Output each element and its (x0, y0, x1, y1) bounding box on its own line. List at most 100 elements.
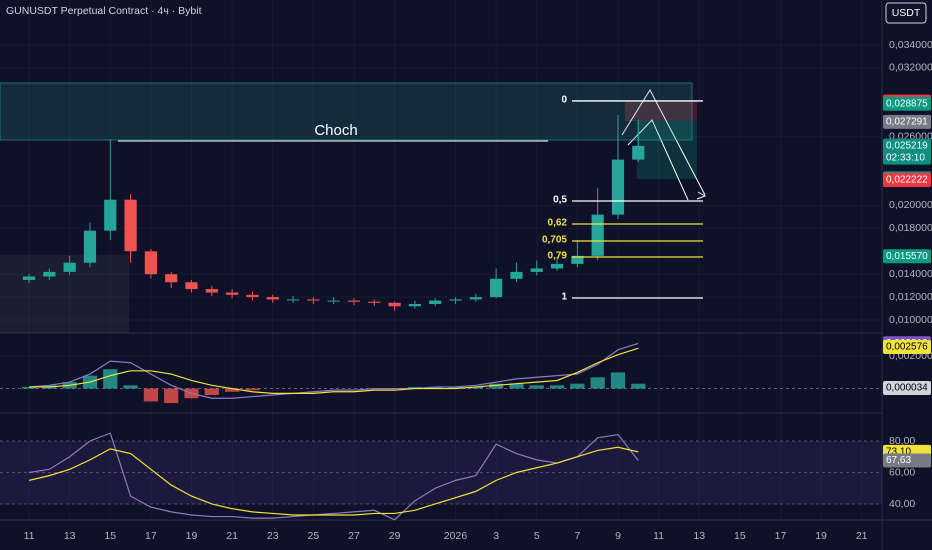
macd-bar (448, 386, 463, 389)
candle-body (124, 199, 137, 252)
indicator-line (28, 446, 639, 516)
macd-bar (225, 388, 240, 392)
price-tag-label: 0,025219 (886, 140, 928, 151)
candle-body (571, 255, 584, 264)
candle-body (22, 276, 36, 280)
projection-arrow (627, 119, 689, 201)
currency-label[interactable]: USDT (892, 7, 921, 19)
rsi-band (0, 440, 882, 504)
candle-body (327, 300, 340, 302)
candle-body (550, 263, 564, 269)
indicator-line (28, 342, 639, 399)
x-tick-label: 9 (615, 530, 621, 542)
symbol-title: GUNUSDT Perpetual Contract · 4ч · Bybit (6, 5, 202, 17)
macd-bar (529, 385, 544, 389)
x-tick-label: 2026 (444, 530, 468, 542)
macd-bar (21, 386, 37, 389)
price-tag-label: 0,015570 (886, 251, 928, 262)
currency-button[interactable] (885, 2, 927, 24)
price-tag-label: 0,000034 (886, 383, 928, 394)
macd-bar (610, 372, 626, 389)
price-tag (883, 96, 931, 111)
x-tick-label: 19 (815, 530, 827, 542)
candle-body (246, 294, 259, 298)
fib-label: 0,62 (548, 218, 568, 229)
x-tick-label: 29 (389, 530, 401, 542)
macd-bar (164, 388, 179, 404)
price-tag-label: 67,63 (886, 455, 911, 466)
candle-body (83, 230, 97, 263)
x-tick-label: 21 (226, 530, 238, 542)
x-tick-label: 11 (653, 530, 664, 542)
price-tag-label: 0,028875 (886, 98, 928, 109)
price-tag-label: 73,10 (886, 446, 911, 457)
arrow-head (696, 191, 707, 200)
candle-body (591, 214, 604, 256)
position-profit (637, 121, 697, 179)
x-tick-label: 13 (693, 530, 705, 542)
candle-body (490, 278, 503, 298)
y-tick-label: 0,034000 (889, 39, 932, 51)
macd-bar (509, 383, 524, 389)
macd-bar (590, 377, 605, 389)
candle-body (104, 199, 117, 231)
candle-body (144, 251, 157, 275)
candle-body (510, 271, 523, 279)
y-tick-label: 0,032000 (889, 62, 932, 74)
price-tag (883, 453, 931, 468)
macd-bar (631, 383, 646, 389)
x-tick-label: 21 (856, 530, 868, 542)
x-tick-label: 25 (308, 530, 320, 542)
price-tag-label: 0,022222 (886, 175, 928, 186)
candle-body (469, 297, 482, 300)
macd-bar (204, 388, 219, 395)
candle-body (388, 302, 401, 307)
fib-label: 0,5 (553, 195, 567, 206)
y-tick-label: 40,00 (889, 498, 915, 510)
candle-body (368, 301, 381, 303)
x-tick-label: 27 (348, 530, 360, 542)
x-tick-label: 15 (734, 530, 746, 542)
y-tick-label: 0,012000 (889, 291, 932, 303)
macd-bar (123, 385, 138, 389)
x-tick-label: 19 (186, 530, 198, 542)
indicator-line (29, 347, 639, 394)
y-tick-label: 60,00 (889, 466, 915, 478)
macd-bar (143, 388, 159, 402)
macd-bar (570, 383, 585, 389)
x-tick-label: 5 (534, 530, 540, 542)
macd-bar (549, 385, 565, 389)
y-tick-label: 0,014000 (889, 268, 932, 280)
supply-zone (0, 82, 693, 141)
price-tag-label: 0,002576 (886, 342, 928, 353)
candle-body (205, 289, 218, 293)
x-tick-label: 3 (493, 530, 499, 542)
fib-label: 1 (561, 292, 567, 303)
price-tag (883, 340, 931, 354)
candle-body (63, 262, 76, 272)
countdown-label: 02:33:10 (886, 152, 925, 163)
choch-label: Choch (314, 122, 357, 139)
candle-body (165, 274, 178, 283)
macd-bar (407, 386, 423, 389)
candle-body (611, 159, 625, 215)
candle-body (429, 300, 442, 304)
candle-body (408, 303, 421, 307)
indicator-line (28, 432, 639, 521)
macd-bar (468, 386, 483, 389)
y-tick-label: 0,010000 (889, 314, 932, 326)
candle-body (286, 299, 300, 301)
y-tick-label: 0,020000 (889, 199, 932, 211)
candle-body (530, 268, 543, 272)
x-tick-label: 7 (574, 530, 580, 542)
candle-body (266, 297, 279, 300)
y-tick-label: 80,00 (889, 435, 915, 447)
x-tick-label: 11 (24, 530, 35, 542)
price-tag-label: 0,027291 (886, 117, 928, 128)
y-tick-label: 0,018000 (889, 222, 932, 234)
x-tick-label: 23 (267, 530, 279, 542)
macd-bar (103, 369, 118, 389)
